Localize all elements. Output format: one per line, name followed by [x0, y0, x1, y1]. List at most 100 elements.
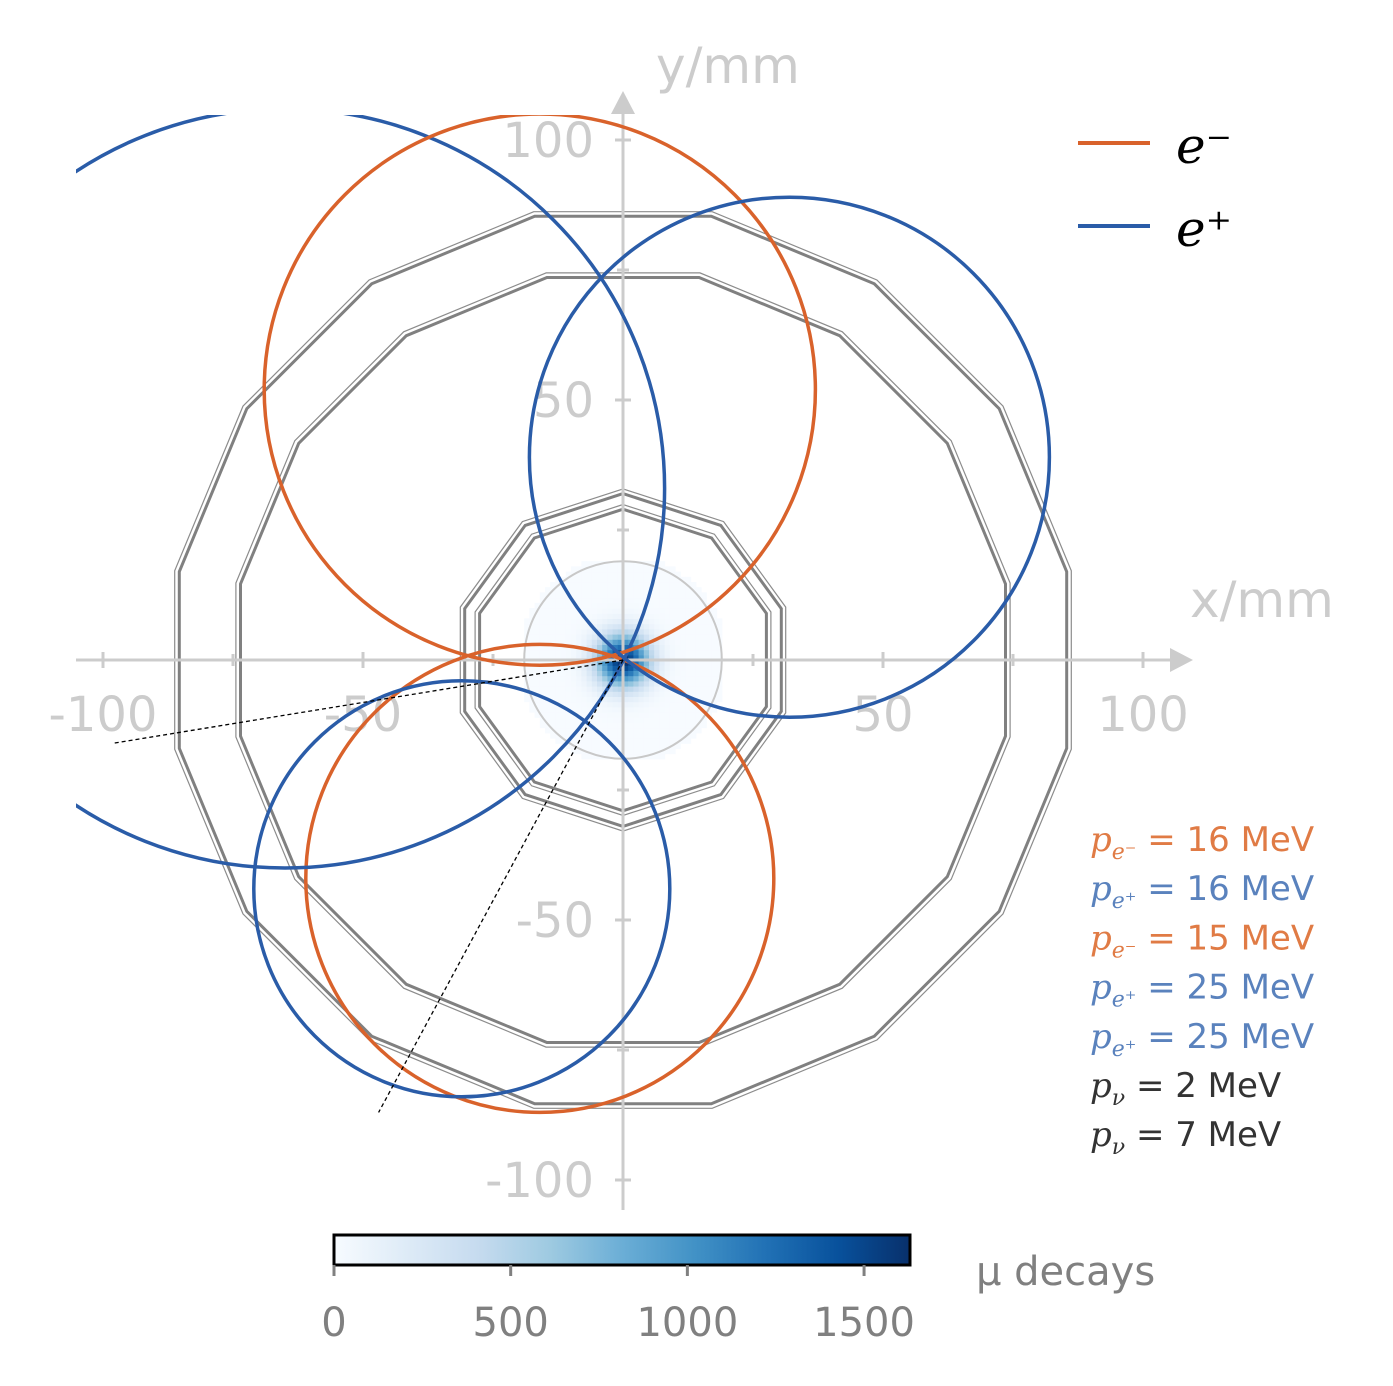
heatmap-cell	[545, 597, 551, 604]
heatmap-cell	[669, 644, 676, 651]
heatmap-cell	[638, 717, 645, 723]
heatmap-cell	[534, 665, 541, 671]
heatmap-cell	[539, 701, 546, 708]
heatmap-cell	[633, 727, 640, 734]
heatmap-cell	[591, 738, 598, 744]
heatmap-cell	[591, 691, 598, 697]
heatmap-cell	[576, 680, 582, 687]
heatmap-cell	[685, 706, 692, 713]
heatmap-cell	[623, 660, 629, 666]
heatmap-cell	[545, 623, 551, 630]
heatmap-cell	[607, 686, 614, 692]
heatmap-cell	[607, 701, 614, 708]
momentum-annotation-6: pν = 2 MeV	[1090, 1066, 1281, 1111]
heatmap-cell	[571, 623, 577, 630]
heatmap-cell	[643, 675, 650, 682]
heatmap-cell	[539, 597, 546, 604]
heatmap-cell	[607, 576, 614, 583]
heatmap-cell	[649, 634, 655, 640]
heatmap-cell	[581, 582, 588, 588]
heatmap-cell	[659, 738, 666, 744]
heatmap-cell	[602, 665, 608, 671]
heatmap-cell	[695, 608, 702, 614]
heatmap-cell	[534, 623, 541, 630]
heatmap-cell	[581, 628, 588, 635]
heatmap-cell	[550, 686, 556, 692]
heatmap-cell	[612, 706, 619, 713]
y-tick-label: -50	[516, 893, 594, 949]
heatmap-cell	[581, 649, 588, 656]
heatmap-cell	[701, 670, 707, 677]
heatmap-cell	[638, 696, 645, 703]
colorbar: 0 500 1000 1500 μ decays	[321, 1233, 1155, 1346]
heatmap-cell	[695, 691, 702, 697]
heatmap-cell	[706, 628, 712, 635]
heatmap-cell	[628, 576, 634, 583]
heatmap-cell	[633, 639, 640, 645]
heatmap-cell	[664, 613, 671, 619]
heatmap-cell	[623, 597, 629, 604]
heatmap-cell	[529, 675, 536, 682]
heatmap-cell	[555, 717, 562, 723]
heatmap-cell	[612, 748, 619, 755]
heatmap-cell	[695, 717, 702, 723]
heatmap-cell	[602, 706, 608, 713]
heatmap-cell	[617, 561, 624, 567]
heatmap-cell	[602, 644, 608, 651]
heatmap-cell	[560, 608, 567, 614]
heatmap-cell	[695, 675, 702, 682]
heatmap-cell	[539, 660, 546, 666]
heatmap-cell	[597, 706, 603, 713]
heatmap-cell	[607, 717, 614, 723]
heatmap-cell	[695, 639, 702, 645]
heatmap-cell	[555, 691, 562, 697]
heatmap-cell	[612, 696, 619, 703]
heatmap-cell	[633, 675, 640, 682]
heatmap-cell	[617, 582, 624, 588]
heatmap-cell	[664, 696, 671, 703]
heatmap-cell	[591, 639, 598, 645]
heatmap-cell	[539, 623, 546, 630]
heatmap-cell	[591, 654, 598, 661]
heatmap-cell	[638, 680, 645, 687]
heatmap-cell	[607, 753, 614, 760]
heatmap-cell	[664, 686, 671, 692]
heatmap-cell	[706, 623, 712, 630]
heatmap-cell	[565, 571, 572, 578]
heatmap-cell	[565, 727, 572, 734]
heatmap-cell	[701, 613, 707, 619]
heatmap-cell	[560, 576, 567, 583]
heatmap-cell	[659, 582, 666, 588]
heatmap-cell	[591, 732, 598, 739]
positron-track-5	[252, 679, 672, 1099]
heatmap-cell	[633, 701, 640, 708]
heatmap-cell	[701, 675, 707, 682]
detector-inner-edge	[177, 214, 1069, 1106]
heatmap-cell	[675, 602, 681, 609]
heatmap-cell	[623, 753, 629, 760]
heatmap-cell	[617, 696, 624, 703]
heatmap-cell	[560, 717, 567, 723]
heatmap-cell	[612, 717, 619, 723]
heatmap-cell	[633, 571, 640, 578]
heatmap-cell	[602, 660, 608, 666]
heatmap-cell	[638, 660, 645, 666]
heatmap-cell	[638, 566, 645, 573]
heatmap-cell	[716, 670, 723, 677]
heatmap-cell	[643, 691, 650, 697]
heatmap-cell	[576, 576, 582, 583]
heatmap-cell	[638, 587, 645, 593]
heatmap-cell	[633, 587, 640, 593]
heatmap-cell	[638, 701, 645, 708]
heatmap-cell	[706, 696, 712, 703]
heatmap-cell	[529, 701, 536, 708]
heatmap-cell	[581, 561, 588, 567]
heatmap-cell	[602, 727, 608, 734]
heatmap-cell	[565, 597, 572, 604]
heatmap-cell	[529, 608, 536, 614]
heatmap-cell	[581, 753, 588, 760]
heatmap-cell	[607, 613, 614, 619]
heatmap-cell	[680, 675, 686, 682]
heatmap-cell	[591, 613, 598, 619]
heatmap-cell	[654, 665, 660, 671]
